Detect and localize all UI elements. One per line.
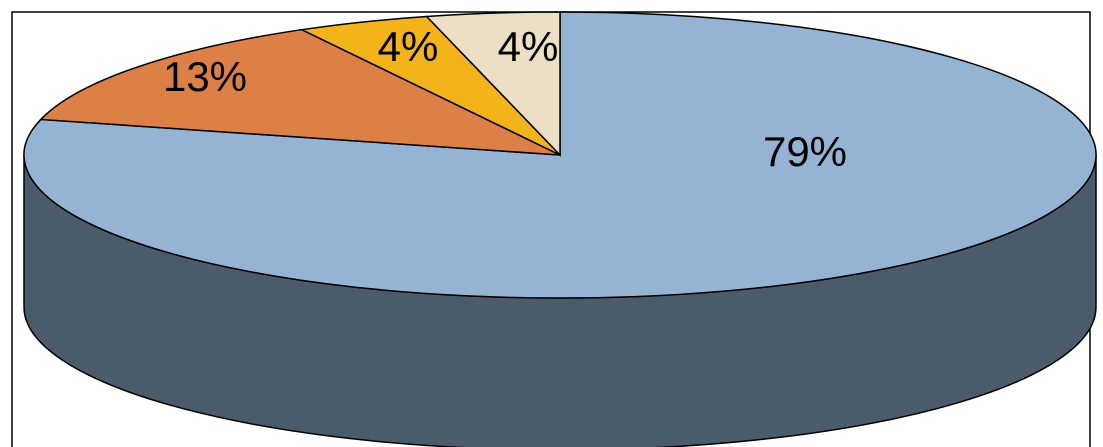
slice-label-0: 79% xyxy=(763,128,847,175)
pie-slice-1 xyxy=(39,28,561,156)
slice-label-3: 4% xyxy=(498,23,559,70)
slice-label-1: 13% xyxy=(163,53,247,100)
pie-slice-3 xyxy=(425,11,561,157)
pie-slice-0 xyxy=(23,11,1097,299)
slice-label-2: 4% xyxy=(378,23,439,70)
